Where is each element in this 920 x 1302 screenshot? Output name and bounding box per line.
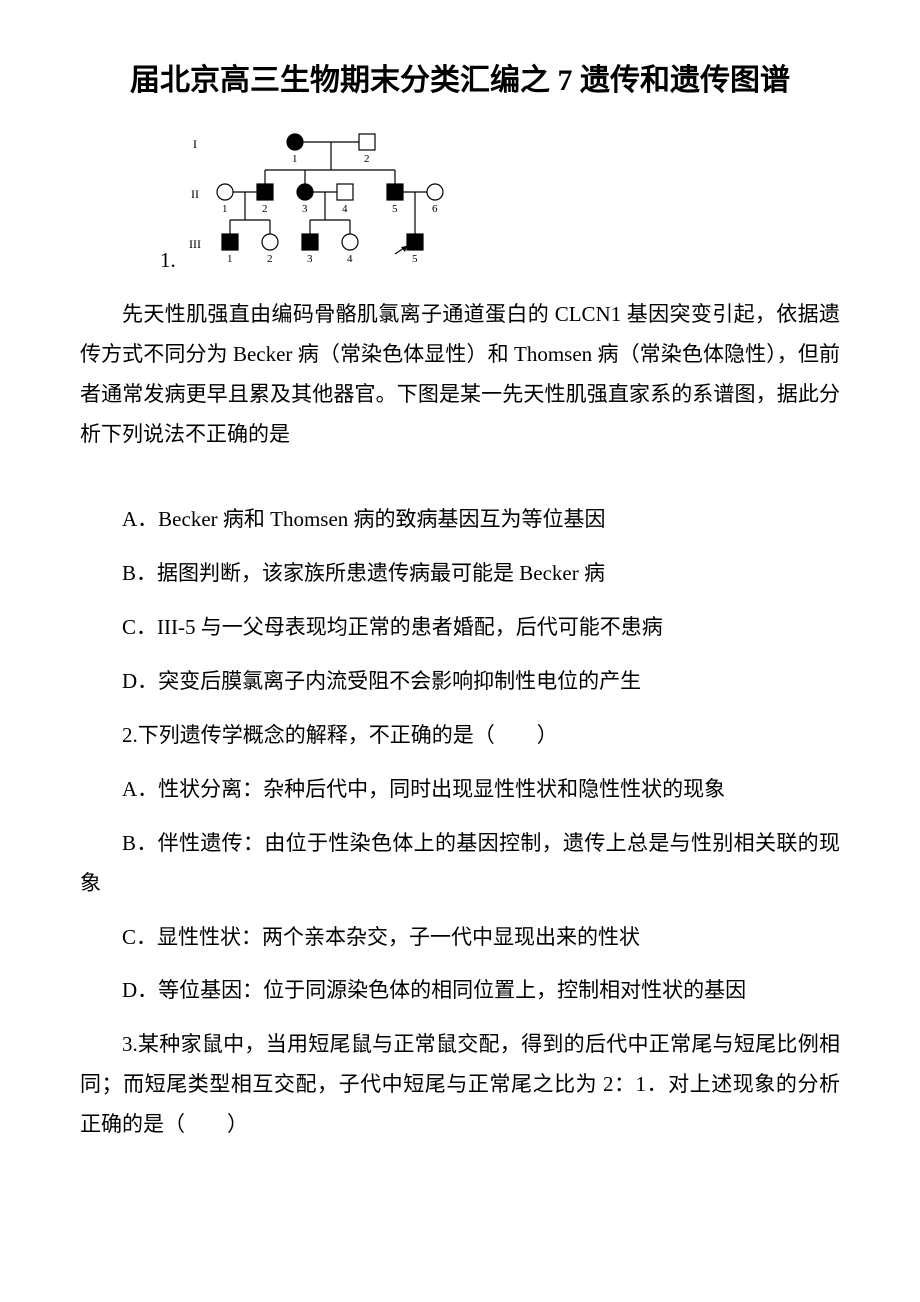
svg-text:3: 3 — [302, 203, 308, 215]
q3-stem: 3.某种家鼠中，当用短尾鼠与正常鼠交配，得到的后代中正常尾与短尾比例相同；而短尾… — [80, 1025, 840, 1145]
q1-number: 1. — [160, 241, 176, 281]
q1-optA: A．Becker 病和 Thomsen 病的致病基因互为等位基因 — [80, 500, 840, 540]
svg-text:5: 5 — [392, 203, 398, 215]
svg-text:2: 2 — [267, 253, 273, 265]
q2-optA: A．性状分离：杂种后代中，同时出现显性性状和隐性性状的现象 — [80, 770, 840, 810]
q2-optD: D．等位基因：位于同源染色体的相同位置上，控制相对性状的基因 — [80, 971, 840, 1011]
q1-optB: B．据图判断，该家族所患遗传病最可能是 Becker 病 — [80, 554, 840, 594]
gen-label-I: I — [193, 137, 197, 151]
svg-text:3: 3 — [307, 253, 313, 265]
q2-stem: 2.下列遗传学概念的解释，不正确的是（ ） — [80, 716, 840, 756]
svg-text:1: 1 — [222, 203, 228, 215]
q1-optD: D．突变后膜氯离子内流受阻不会影响抑制性电位的产生 — [80, 662, 840, 702]
page-title: 届北京高三生物期末分类汇编之 7 遗传和遗传图谱 — [80, 60, 840, 102]
svg-text:4: 4 — [347, 253, 353, 265]
pedigree-svg: I II III 1 2 1 2 3 4 5 6 1 2 3 4 5 — [185, 122, 465, 267]
q2-optC: C．显性性状：两个亲本杂交，子一代中显现出来的性状 — [80, 918, 840, 958]
gen-label-III: III — [189, 237, 201, 251]
svg-text:4: 4 — [342, 203, 348, 215]
svg-text:5: 5 — [412, 253, 418, 265]
svg-text:6: 6 — [432, 203, 438, 215]
gen-label-II: II — [191, 187, 199, 201]
svg-text:1: 1 — [227, 253, 233, 265]
svg-text:2: 2 — [262, 203, 268, 215]
q1-stem: 先天性肌强直由编码骨骼肌氯离子通道蛋白的 CLCN1 基因突变引起，依据遗传方式… — [80, 295, 840, 455]
svg-text:1: 1 — [292, 153, 298, 165]
svg-text:2: 2 — [364, 153, 370, 165]
q2-optB: B．伴性遗传：由位于性染色体上的基因控制，遗传上总是与性别相关联的现象 — [80, 824, 840, 904]
pedigree-figure: 1. I II III 1 2 1 2 3 4 5 6 1 2 3 4 5 — [160, 122, 840, 281]
q1-optC: C．III-5 与一父母表现均正常的患者婚配，后代可能不患病 — [80, 608, 840, 648]
